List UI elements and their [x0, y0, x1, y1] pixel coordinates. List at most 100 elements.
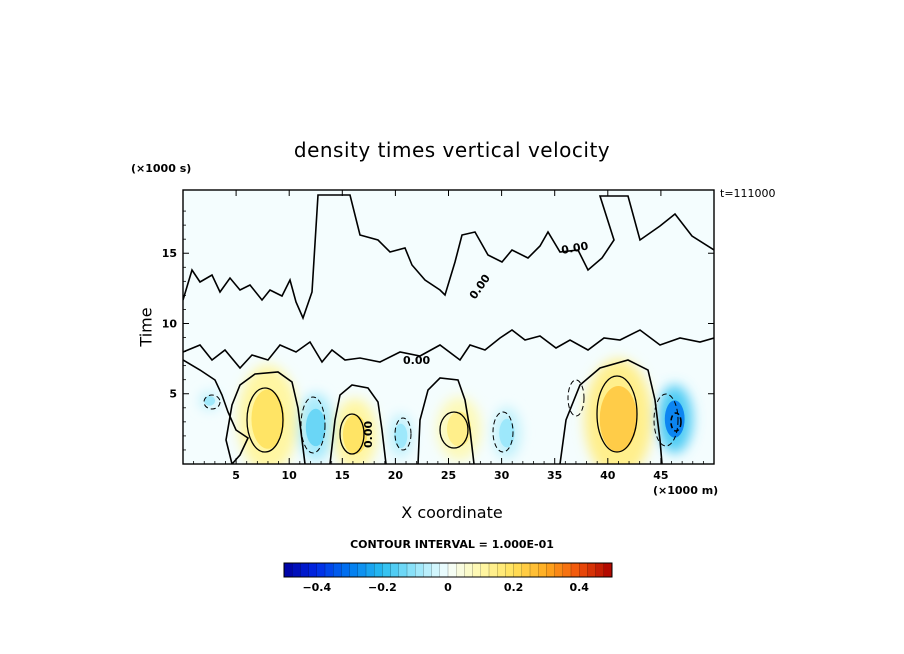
negative-field-core: [664, 400, 685, 438]
positive-contour: [246, 387, 284, 453]
negative-contour: [203, 394, 221, 410]
positive-contour: [596, 375, 638, 453]
colorbar-cell: [579, 563, 588, 577]
colorbar-cell: [366, 563, 375, 577]
colorbar-cell: [308, 563, 318, 577]
colorbar-cell: [325, 563, 334, 577]
colorbar-cell: [538, 563, 547, 577]
colorbar-cell: [562, 563, 572, 577]
x-tick-label: 10: [282, 469, 298, 482]
colorbar-cell: [571, 563, 580, 577]
colorbar-tick-label: −0.2: [368, 581, 397, 594]
colorbar-cell: [333, 563, 342, 577]
x-axis-ticks: 5 10 15 20 25 30 35 40 45: [193, 190, 704, 482]
y-tick-label: 10: [162, 317, 178, 330]
colorbar-cell: [521, 563, 531, 577]
colorbar-cell: [349, 563, 359, 577]
colorbar-cell: [497, 563, 506, 577]
chart-title: density times vertical velocity: [293, 138, 611, 162]
zero-contour-line: [329, 384, 387, 464]
contour-labels: 0.00 0.00 0.00 0.00: [362, 239, 590, 448]
colorbar-cell: [464, 563, 473, 577]
positive-contour: [339, 413, 365, 455]
negative-contour: [567, 379, 585, 417]
colorbar-cell: [587, 563, 596, 577]
x-tick-label: 40: [600, 469, 616, 482]
positive-field-core: [342, 414, 368, 455]
colorbar-cell: [382, 563, 391, 577]
colorbar-tick-label: 0.4: [569, 581, 589, 594]
zero-contour-line: [225, 371, 306, 464]
colorbar: [284, 563, 613, 577]
x-tick-label: 20: [388, 469, 404, 482]
colorbar-frame: [283, 562, 613, 578]
x-axis-label: X coordinate: [401, 503, 503, 522]
y-axis-ticks: 5 10 15: [162, 210, 714, 451]
field-layer: [183, 190, 714, 464]
colorbar-cell: [407, 563, 416, 577]
colorbar-tick-label: 0.2: [504, 581, 524, 594]
colorbar-cell: [480, 563, 490, 577]
positive-contour: [439, 411, 469, 449]
zero-contour-line: [417, 377, 475, 464]
negative-contour-layer: [203, 379, 682, 454]
y-tick-label: 5: [169, 388, 177, 401]
x-tick-label: 45: [653, 469, 668, 482]
colorbar-cell: [456, 563, 465, 577]
colorbar-cell: [439, 563, 449, 577]
colorbar-cell: [398, 563, 408, 577]
zero-contour-line: [183, 194, 714, 321]
zero-contour-layer: [183, 194, 714, 464]
positive-field-core: [599, 386, 638, 453]
colorbar-tick-labels: −0.4 −0.2 0 0.2 0.4: [302, 581, 589, 594]
negative-contour: [492, 411, 514, 453]
contour-label: 0.00: [560, 239, 589, 257]
x-tick-label: 5: [232, 469, 240, 482]
x-axis-unit: (×1000 m): [653, 484, 719, 497]
colorbar-cell: [431, 563, 441, 577]
time-stamp-label: t=111000: [720, 187, 776, 200]
colorbar-cell: [423, 563, 432, 577]
negative-field-core: [499, 418, 515, 448]
y-axis-unit: (×1000 s): [131, 162, 192, 175]
negative-contour: [394, 417, 412, 451]
colorbar-cell: [390, 563, 400, 577]
colorbar-cell: [489, 563, 498, 577]
colorbar-cell: [316, 563, 326, 577]
zero-contour-line: [183, 359, 250, 464]
negative-field-core: [305, 408, 326, 447]
colorbar-cell: [292, 563, 301, 577]
colorbar-cell: [603, 563, 613, 577]
colorbar-tick-label: 0: [444, 581, 452, 594]
colorbar-tick-label: −0.4: [302, 581, 331, 594]
colorbar-cell: [472, 563, 482, 577]
colorbar-cell: [530, 563, 539, 577]
x-tick-label: 35: [547, 469, 562, 482]
y-tick-label: 15: [162, 247, 177, 260]
colorbar-cell: [341, 563, 350, 577]
colorbar-cell: [284, 563, 293, 577]
colorbar-cell: [415, 563, 424, 577]
colorbar-cell: [546, 563, 555, 577]
negative-contour: [653, 393, 679, 447]
colorbar-cell: [554, 563, 564, 577]
colorbar-cell: [300, 563, 309, 577]
contour-label: 0.00: [362, 421, 375, 448]
negative-field-core: [204, 395, 216, 406]
contour-label: 0.00: [403, 354, 430, 367]
positive-contour-layer: [246, 375, 638, 455]
colorbar-cell: [374, 563, 383, 577]
zero-contour-line: [559, 359, 663, 464]
negative-contour: [670, 412, 682, 432]
x-tick-label: 30: [494, 469, 510, 482]
colorbar-cell: [513, 563, 523, 577]
colorbar-cell: [595, 563, 605, 577]
negative-contour: [300, 396, 326, 454]
positive-field-core: [251, 389, 285, 449]
colorbar-cell: [505, 563, 514, 577]
x-tick-label: 25: [441, 469, 456, 482]
negative-field-core: [394, 423, 408, 448]
contour-interval-label: CONTOUR INTERVAL = 1.000E-01: [350, 538, 554, 551]
colorbar-cell: [357, 563, 367, 577]
